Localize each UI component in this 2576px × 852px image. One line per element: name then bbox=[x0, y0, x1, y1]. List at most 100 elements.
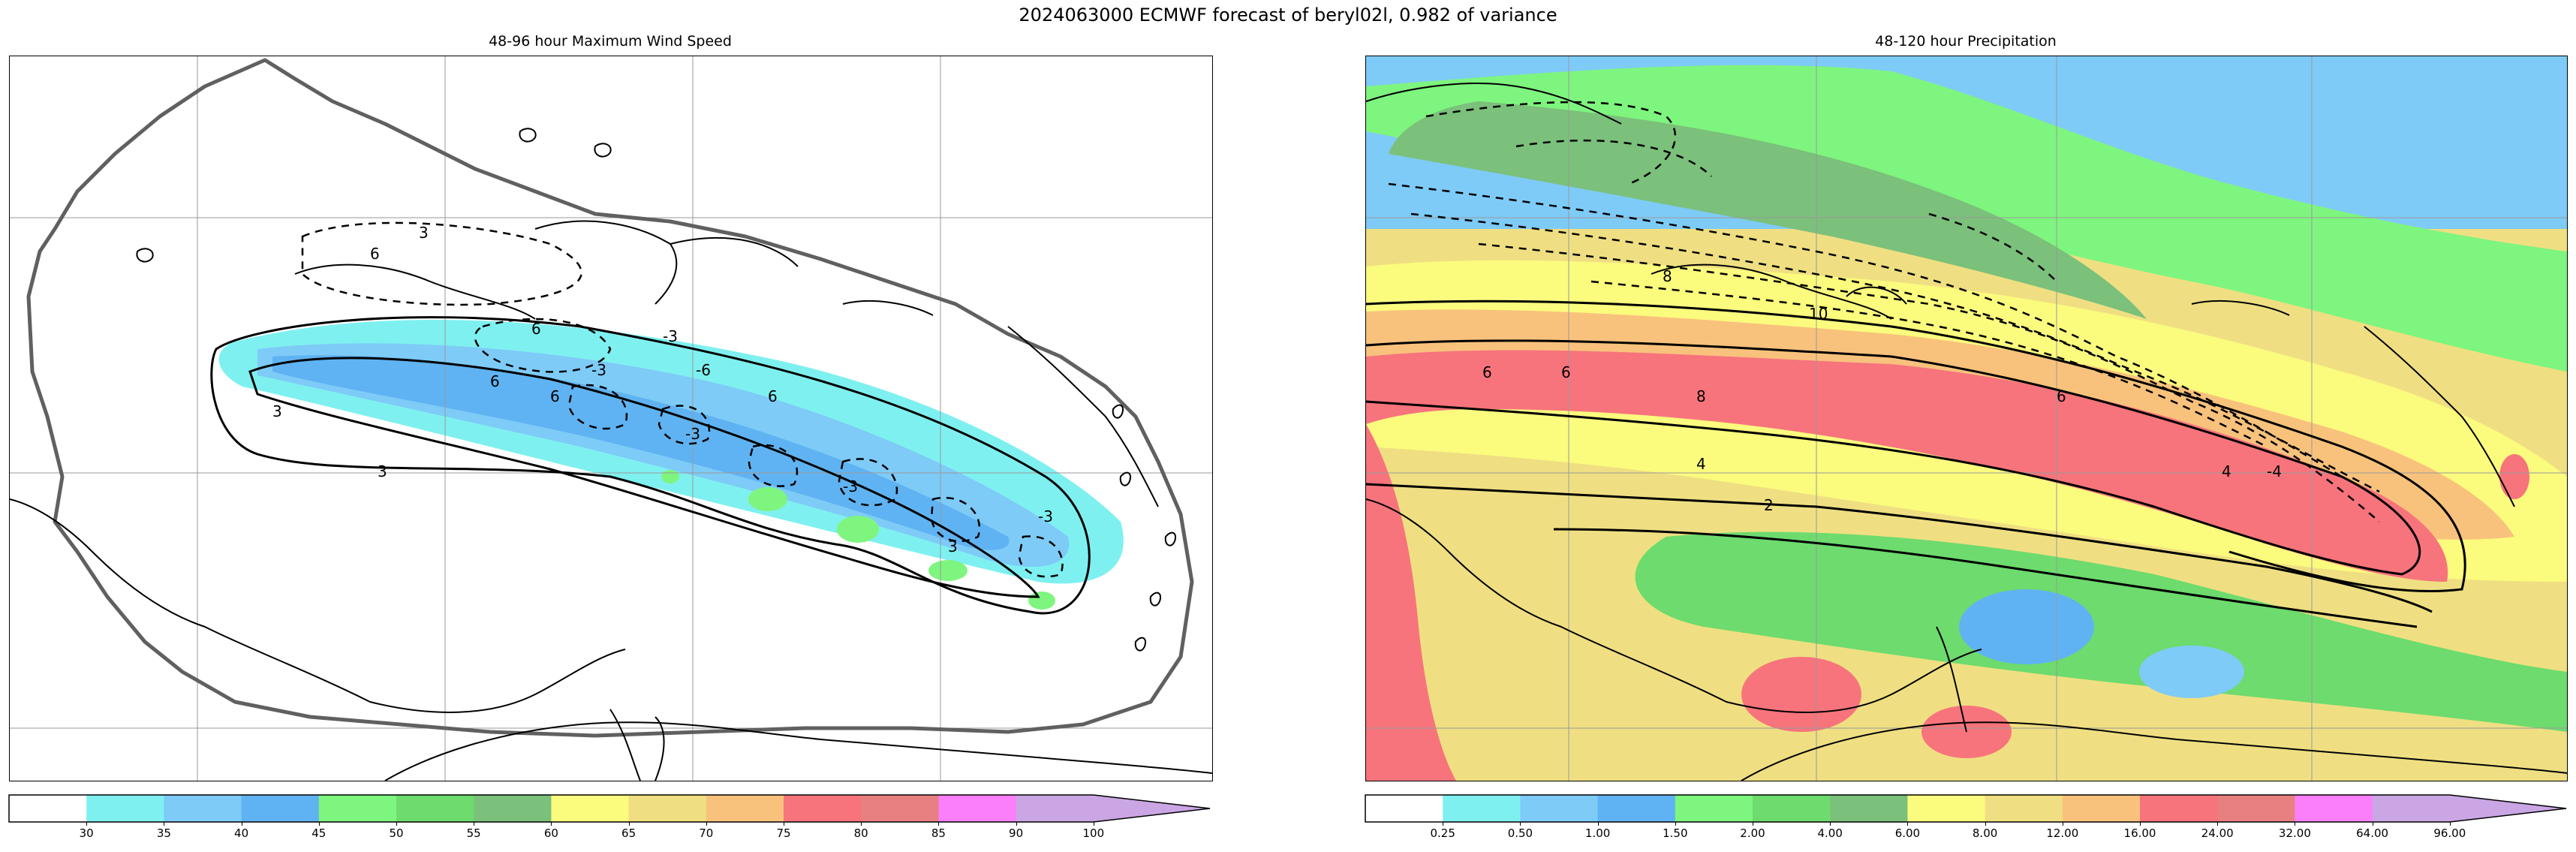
colorbar-segment bbox=[2372, 795, 2451, 822]
contour-label: -3 bbox=[843, 477, 858, 495]
colorbar-tick-mark bbox=[706, 822, 707, 826]
colorbar-tick-label: 90 bbox=[1009, 826, 1024, 840]
contour-label: 6 bbox=[1482, 363, 1492, 381]
colorbar-tick-label: 8.00 bbox=[1972, 826, 1998, 840]
wind-green-blob bbox=[748, 487, 787, 511]
right-panel-title: 48-120 hour Precipitation bbox=[1875, 33, 2057, 50]
precip-red-core bbox=[1366, 350, 2448, 582]
precip-red-patch bbox=[2499, 454, 2529, 499]
contour-label: 6 bbox=[1561, 363, 1571, 381]
gridlines bbox=[1366, 56, 2567, 781]
negative-contours bbox=[1388, 101, 2380, 522]
colorbar-tick-mark bbox=[1830, 822, 1831, 826]
negative-contours bbox=[301, 221, 1064, 578]
contour-label: 10 bbox=[1809, 305, 1828, 323]
coastlines bbox=[1366, 83, 2567, 781]
colorbar-segment bbox=[628, 795, 707, 822]
colorbar-tick-mark bbox=[1985, 822, 1986, 826]
colorbar-segment bbox=[1985, 795, 2063, 822]
colorbar-segment bbox=[474, 795, 552, 822]
colorbar-segment bbox=[861, 795, 939, 822]
colorbar-extension bbox=[2449, 795, 2566, 822]
contour-label: 2 bbox=[1764, 496, 1774, 514]
colorbar-segment bbox=[1675, 795, 1753, 822]
colorbar-tick-mark bbox=[1016, 822, 1017, 826]
contour-label-group: 6 3 -3 6 -3 -6 6 6 6 3 -3 -3 3 -3 3 bbox=[272, 224, 1053, 555]
contour-label: 6 bbox=[550, 387, 560, 405]
colorbar-tick-mark bbox=[318, 822, 320, 826]
colorbar-tick-mark bbox=[861, 822, 862, 826]
colorbar-tick-label: 1.00 bbox=[1584, 826, 1611, 840]
contour-label: 6 bbox=[531, 320, 541, 338]
contour-label: -3 bbox=[1038, 507, 1053, 525]
colorbar-segment bbox=[2295, 795, 2373, 822]
colorbar-segment bbox=[1753, 795, 1831, 822]
contour-label: 3 bbox=[378, 462, 387, 480]
colorbar-segment bbox=[1520, 795, 1599, 822]
colorbar-tick-label: 70 bbox=[699, 826, 714, 840]
precip-red-patch bbox=[1741, 657, 1861, 732]
colorbar-segment bbox=[1597, 795, 1676, 822]
colorbar-segment bbox=[164, 795, 242, 822]
colorbar-segment bbox=[241, 795, 320, 822]
wind-speed-map: 6 3 -3 6 -3 -6 6 6 6 3 -3 -3 3 -3 3 bbox=[9, 56, 1213, 781]
colorbar-segment bbox=[2217, 795, 2295, 822]
wind-green-blob bbox=[837, 516, 879, 543]
figure-title: 2024063000 ECMWF forecast of beryl02l, 0… bbox=[1019, 5, 1557, 26]
precip-south-green bbox=[1635, 531, 2567, 732]
contour-label: -6 bbox=[696, 361, 711, 379]
contour-label: -3 bbox=[663, 327, 678, 345]
contour-label: 6 bbox=[2057, 387, 2066, 405]
colorbar-segment bbox=[938, 795, 1017, 822]
colorbar-tick-mark bbox=[2217, 822, 2219, 826]
colorbar-tick-label: 60 bbox=[543, 826, 558, 840]
colorbar-extension bbox=[1093, 795, 1210, 822]
colorbar-segment bbox=[396, 795, 474, 822]
wind-green-blob bbox=[1028, 592, 1055, 610]
colorbar-tick-label: 0.50 bbox=[1507, 826, 1533, 840]
colorbar-segment bbox=[9, 795, 87, 822]
colorbar-tick-label: 50 bbox=[389, 826, 404, 840]
colorbar-tick-mark bbox=[1520, 822, 1521, 826]
colorbar-tick-label: 32.00 bbox=[2278, 826, 2311, 840]
colorbar-tick-mark bbox=[396, 822, 397, 826]
contour-label: 6 bbox=[370, 245, 380, 263]
precip-blue-patch bbox=[1959, 589, 2094, 664]
colorbar-segment bbox=[2062, 795, 2141, 822]
precipitation-colorbar bbox=[1365, 794, 2567, 823]
colorbar-tick-label: 75 bbox=[776, 826, 791, 840]
contour-label: -4 bbox=[2267, 462, 2282, 480]
colorbar-tick-label: 2.00 bbox=[1740, 826, 1765, 840]
contour-label: -3 bbox=[591, 361, 606, 379]
colorbar-tick-mark bbox=[551, 822, 552, 826]
colorbar-tick-mark bbox=[2449, 822, 2451, 826]
colorbar-tick-label: 55 bbox=[466, 826, 481, 840]
wind-green-blob bbox=[661, 470, 679, 483]
contour-label: 3 bbox=[272, 402, 282, 420]
colorbar-tick-mark bbox=[938, 822, 940, 826]
colorbar-segment bbox=[318, 795, 397, 822]
colorbar-tick-label: 40 bbox=[234, 826, 249, 840]
precipitation-map: 8 10 6 6 8 6 4 2 4 -4 bbox=[1365, 56, 2568, 781]
wind-band-core bbox=[272, 355, 1010, 550]
contour-label: 6 bbox=[768, 387, 778, 405]
colorbar-outline bbox=[1365, 794, 2567, 823]
colorbar-tick-label: 1.50 bbox=[1663, 826, 1688, 840]
colorbar-tick-label: 12.00 bbox=[2046, 826, 2079, 840]
colorbar-segment bbox=[1443, 795, 1521, 822]
domain-boundary bbox=[26, 58, 1194, 738]
colorbar-segment bbox=[1365, 795, 1443, 822]
coastlines bbox=[10, 220, 1212, 781]
colorbar-tick-mark bbox=[1597, 822, 1599, 826]
colorbar-tick-label: 16.00 bbox=[2123, 826, 2156, 840]
precip-blue-patch bbox=[2139, 646, 2244, 698]
colorbar-tick-label: 6.00 bbox=[1894, 826, 1921, 840]
gridlines bbox=[10, 56, 1212, 781]
colorbar-tick-mark bbox=[628, 822, 630, 826]
colorbar-tick-label: 64.00 bbox=[2356, 826, 2389, 840]
wind-green-blob bbox=[928, 560, 968, 581]
colorbar-segment bbox=[784, 795, 862, 822]
colorbar-tick-label: 96.00 bbox=[2433, 826, 2466, 840]
precip-dark-green bbox=[1389, 101, 2147, 319]
contour-label: 6 bbox=[490, 372, 500, 390]
